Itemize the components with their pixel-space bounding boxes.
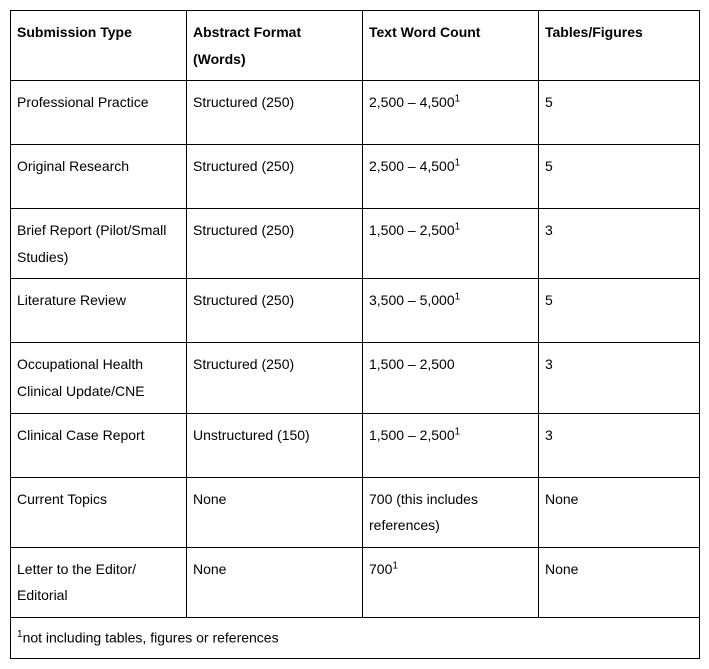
word-count-value: 2,500 – 4,500 <box>369 94 455 110</box>
cell-tables-figures: 5 <box>539 279 700 343</box>
col-header-submission-type: Submission Type <box>11 11 187 81</box>
cell-submission-type: Original Research <box>11 145 187 209</box>
footnote-text: not including tables, figures or referen… <box>23 630 279 646</box>
cell-submission-type: Literature Review <box>11 279 187 343</box>
cell-abstract-format: Unstructured (150) <box>187 413 363 477</box>
cell-abstract-format: None <box>187 547 363 617</box>
cell-submission-type: Occupational Health Clinical Update/CNE <box>11 343 187 413</box>
footnote-ref: 1 <box>455 222 461 233</box>
cell-word-count: 1,500 – 2,5001 <box>363 209 539 279</box>
word-count-value: 1,500 – 2,500 <box>369 427 455 443</box>
cell-tables-figures: 3 <box>539 413 700 477</box>
cell-word-count: 1,500 – 2,500 <box>363 343 539 413</box>
cell-submission-type: Current Topics <box>11 477 187 547</box>
cell-abstract-format: Structured (250) <box>187 279 363 343</box>
table-header-row: Submission Type Abstract Format (Words) … <box>11 11 700 81</box>
cell-tables-figures: 5 <box>539 145 700 209</box>
cell-submission-type: Brief Report (Pilot/Small Studies) <box>11 209 187 279</box>
cell-abstract-format: Structured (250) <box>187 81 363 145</box>
cell-submission-type: Clinical Case Report <box>11 413 187 477</box>
cell-tables-figures: 3 <box>539 343 700 413</box>
cell-word-count: 7001 <box>363 547 539 617</box>
table-row: Original ResearchStructured (250)2,500 –… <box>11 145 700 209</box>
cell-tables-figures: 5 <box>539 81 700 145</box>
footnote-ref: 1 <box>455 94 461 105</box>
word-count-value: 3,500 – 5,000 <box>369 292 455 308</box>
table-row: Current TopicsNone700 (this includes ref… <box>11 477 700 547</box>
table-row: Letter to the Editor/ EditorialNone7001N… <box>11 547 700 617</box>
word-count-value: 2,500 – 4,500 <box>369 158 455 174</box>
cell-abstract-format: Structured (250) <box>187 209 363 279</box>
word-count-value: 1,500 – 2,500 <box>369 356 455 372</box>
word-count-value: 700 (this includes references) <box>369 491 478 534</box>
cell-word-count: 1,500 – 2,5001 <box>363 413 539 477</box>
cell-submission-type: Professional Practice <box>11 81 187 145</box>
col-header-word-count: Text Word Count <box>363 11 539 81</box>
cell-submission-type: Letter to the Editor/ Editorial <box>11 547 187 617</box>
footnote-ref: 1 <box>455 158 461 169</box>
footnote-cell: 1not including tables, figures or refere… <box>11 617 700 658</box>
submission-types-table: Submission Type Abstract Format (Words) … <box>10 10 700 659</box>
footnote-ref: 1 <box>455 292 461 303</box>
col-header-tables-figures: Tables/Figures <box>539 11 700 81</box>
cell-tables-figures: None <box>539 477 700 547</box>
cell-word-count: 2,500 – 4,5001 <box>363 145 539 209</box>
table-row: Occupational Health Clinical Update/CNES… <box>11 343 700 413</box>
table-row: Literature ReviewStructured (250)3,500 –… <box>11 279 700 343</box>
table-body: Professional PracticeStructured (250)2,5… <box>11 81 700 618</box>
cell-word-count: 700 (this includes references) <box>363 477 539 547</box>
cell-word-count: 2,500 – 4,5001 <box>363 81 539 145</box>
word-count-value: 700 <box>369 561 392 577</box>
cell-tables-figures: None <box>539 547 700 617</box>
footnote-ref: 1 <box>392 560 398 571</box>
cell-tables-figures: 3 <box>539 209 700 279</box>
table-row: Clinical Case ReportUnstructured (150)1,… <box>11 413 700 477</box>
table-footnote-row: 1not including tables, figures or refere… <box>11 617 700 658</box>
cell-abstract-format: Structured (250) <box>187 343 363 413</box>
table-row: Brief Report (Pilot/Small Studies)Struct… <box>11 209 700 279</box>
col-header-abstract-format: Abstract Format (Words) <box>187 11 363 81</box>
word-count-value: 1,500 – 2,500 <box>369 222 455 238</box>
cell-abstract-format: Structured (250) <box>187 145 363 209</box>
table-row: Professional PracticeStructured (250)2,5… <box>11 81 700 145</box>
cell-word-count: 3,500 – 5,0001 <box>363 279 539 343</box>
cell-abstract-format: None <box>187 477 363 547</box>
footnote-ref: 1 <box>455 426 461 437</box>
